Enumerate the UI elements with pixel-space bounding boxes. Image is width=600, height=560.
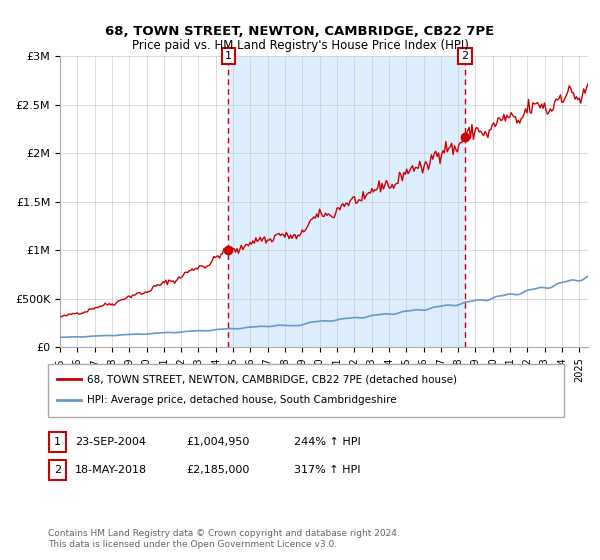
Text: 2: 2 (54, 465, 61, 475)
Text: 317% ↑ HPI: 317% ↑ HPI (294, 465, 361, 475)
Text: £2,185,000: £2,185,000 (186, 465, 250, 475)
Text: 2: 2 (461, 51, 469, 61)
Text: £1,004,950: £1,004,950 (186, 437, 250, 447)
Text: 68, TOWN STREET, NEWTON, CAMBRIDGE, CB22 7PE: 68, TOWN STREET, NEWTON, CAMBRIDGE, CB22… (106, 25, 494, 38)
Bar (229, 56, 465, 347)
Text: Contains HM Land Registry data © Crown copyright and database right 2024.
This d: Contains HM Land Registry data © Crown c… (48, 529, 400, 549)
Text: 244% ↑ HPI: 244% ↑ HPI (294, 437, 361, 447)
Text: HPI: Average price, detached house, South Cambridgeshire: HPI: Average price, detached house, Sout… (87, 395, 397, 405)
Text: 23-SEP-2004: 23-SEP-2004 (75, 437, 146, 447)
Text: Price paid vs. HM Land Registry's House Price Index (HPI): Price paid vs. HM Land Registry's House … (131, 39, 469, 52)
Text: 18-MAY-2018: 18-MAY-2018 (75, 465, 147, 475)
Text: 68, TOWN STREET, NEWTON, CAMBRIDGE, CB22 7PE (detached house): 68, TOWN STREET, NEWTON, CAMBRIDGE, CB22… (87, 374, 457, 384)
Text: 1: 1 (225, 51, 232, 61)
Text: 1: 1 (54, 437, 61, 447)
